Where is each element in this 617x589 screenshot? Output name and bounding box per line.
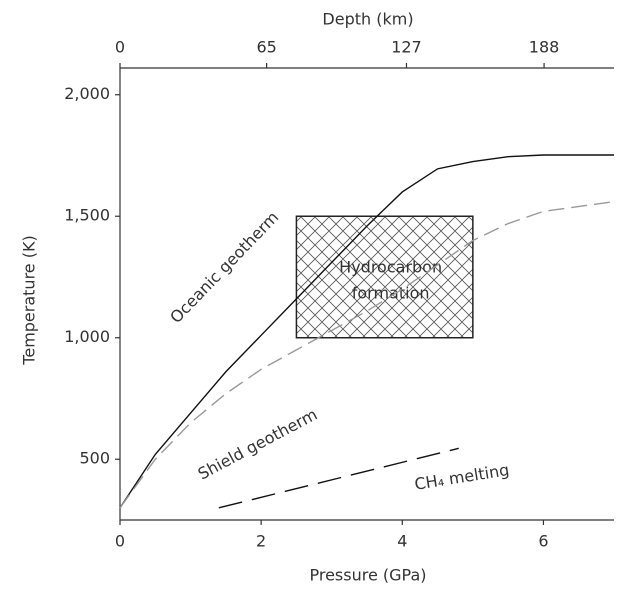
x2-tick-label: 188: [529, 38, 560, 57]
series-annotation: CH₄ melting: [413, 460, 510, 494]
region-box: [295, 215, 474, 339]
series-annotation: Oceanic geotherm: [166, 208, 282, 327]
x2-tick-label: 65: [256, 38, 276, 57]
x2-tick-label: 0: [115, 38, 125, 57]
region-label: Hydrocarbon: [339, 258, 442, 277]
x2-axis-label: Depth (km): [322, 10, 413, 29]
series-annotation: Shield geotherm: [195, 405, 321, 484]
x-tick-label: 2: [256, 532, 266, 551]
x-axis-label: Pressure (GPa): [309, 566, 426, 585]
x-tick-label: 6: [538, 532, 548, 551]
region-label: formation: [352, 284, 430, 303]
y-tick-label: 1,500: [64, 206, 110, 225]
y-tick-label: 1,000: [64, 327, 110, 346]
x-tick-label: 0: [115, 532, 125, 551]
y-axis-label: Temperature (K): [20, 235, 39, 365]
y-tick-label: 2,000: [64, 84, 110, 103]
series-line: [119, 200, 615, 509]
series-line: [119, 154, 614, 509]
series-line: [218, 447, 459, 509]
y-tick-label: 500: [79, 449, 110, 468]
x2-tick-label: 127: [391, 38, 422, 57]
x-tick-label: 4: [397, 532, 407, 551]
